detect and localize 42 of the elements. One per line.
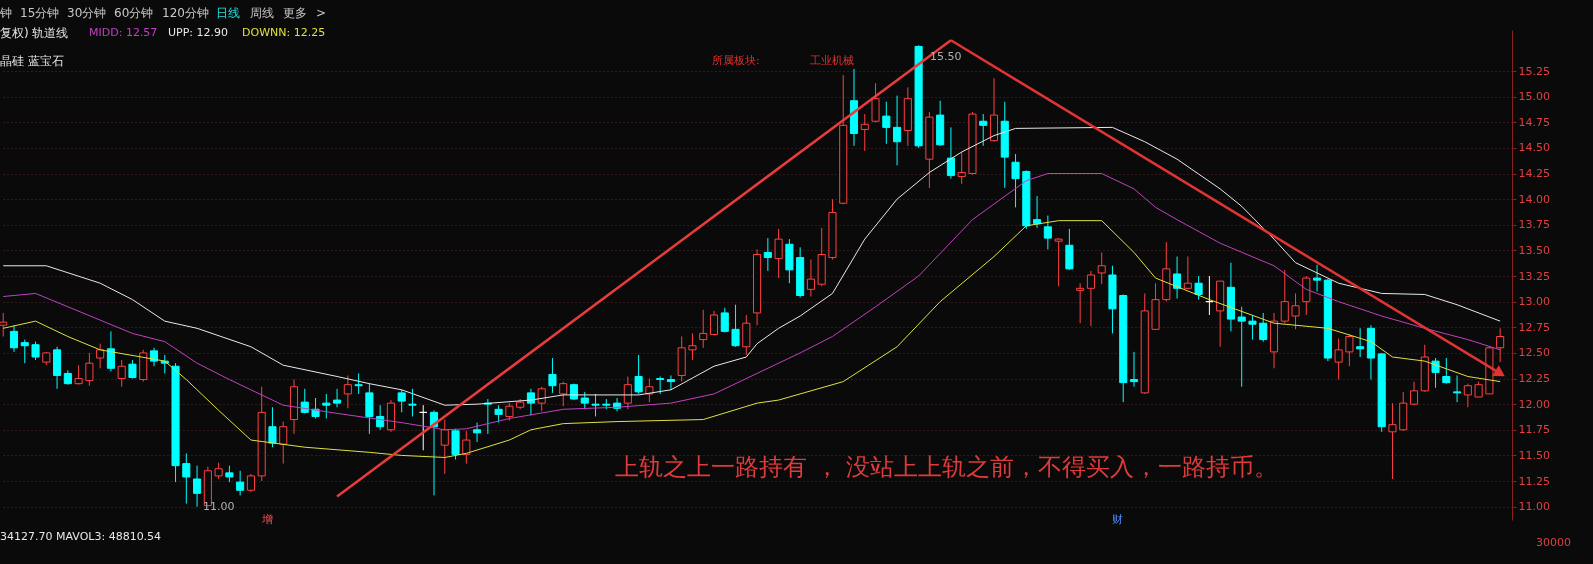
text: 15分钟 [20,6,60,20]
y-tick-label: 12.50 [1518,346,1550,360]
annotation: 11.00 [203,500,235,513]
y-tick-label: 12.25 [1518,372,1550,386]
text: > [316,6,327,20]
annotation: 复权) 轨道线 [0,26,69,40]
text: MAVOL3: 48810.54 [56,530,162,543]
y-tick-label: 14.50 [1518,141,1550,155]
y-tick-label: 12.00 [1518,397,1550,411]
y-tick-label: 13.00 [1518,295,1550,309]
text: 60分钟 [114,6,154,20]
y-tick-label: 11.50 [1518,448,1550,462]
y-tick-label: 11.00 [1518,500,1550,514]
y-tick-label: 13.75 [1518,218,1550,232]
y-tick-label: 14.25 [1518,167,1550,181]
annotation: 所属板块: [712,54,760,67]
y-tick-label: 15.00 [1518,90,1550,104]
text: DOWNN: 12.25 [242,26,326,39]
text: 日线 [216,6,240,20]
text: UPP: 12.90 [168,26,229,39]
text: 钟 [0,6,12,20]
text: 120分钟 [162,6,209,20]
annotation: 上轨之上一路持有 ， 没站上上轨之前，不得买入，一路持币。 [615,453,1279,481]
y-tick-label: 15.25 [1518,64,1550,78]
annotation: 15.50 [930,50,962,63]
text: MIDD: 12.57 [89,26,158,39]
text: 34127.70 [0,530,53,543]
annotation: 财 [1112,513,1123,526]
annotation: 工业机械 [810,54,854,67]
y-tick-label: 11.25 [1518,474,1550,488]
text: 30分钟 [67,6,107,20]
y-tick-label: 14.75 [1518,115,1550,129]
y-tick-label: 14.00 [1518,192,1550,206]
annotation: 增 [261,513,273,526]
y-tick-label: 12.75 [1518,320,1550,334]
text: 30000 [1536,536,1571,549]
text: 周线 [250,6,274,20]
y-tick-label: 11.75 [1518,423,1550,437]
y-tick-label: 13.25 [1518,269,1550,283]
text: 更多 [283,6,307,20]
annotation: 晶硅 蓝宝石 [0,54,64,68]
y-tick-label: 13.50 [1518,243,1550,257]
